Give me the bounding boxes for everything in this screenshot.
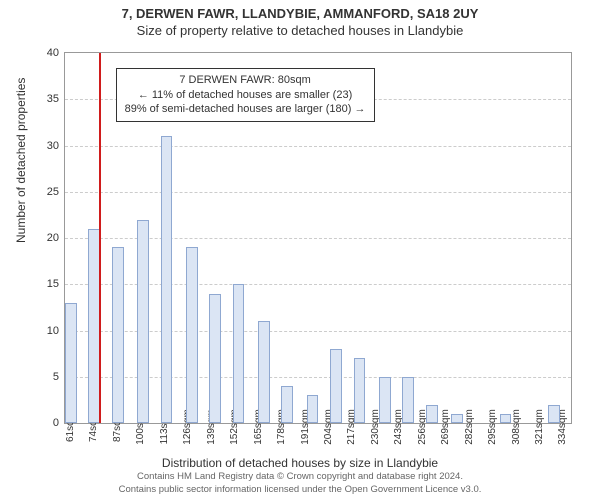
bar (137, 220, 149, 424)
y-tick: 25 (47, 186, 59, 198)
bar (379, 377, 391, 423)
bar (451, 414, 463, 423)
bar (281, 386, 293, 423)
callout-line1: 7 DERWEN FAWR: 80sqm (125, 73, 366, 88)
y-axis-label: Number of detached properties (14, 78, 28, 243)
y-tick: 30 (47, 140, 59, 152)
bar (209, 294, 221, 424)
callout-line2: ← 11% of detached houses are smaller (23… (125, 88, 366, 103)
bar (500, 414, 512, 423)
bar (186, 247, 198, 423)
bar (330, 349, 342, 423)
title-line2: Size of property relative to detached ho… (0, 23, 600, 38)
bar (233, 284, 245, 423)
marker-line (99, 53, 101, 423)
bar (426, 405, 438, 424)
x-axis-label: Distribution of detached houses by size … (0, 456, 600, 470)
y-tick: 20 (47, 232, 59, 244)
bar (402, 377, 414, 423)
bar (307, 395, 319, 423)
bar (258, 321, 270, 423)
y-tick: 40 (47, 47, 59, 59)
chart-wrapper: 7, DERWEN FAWR, LLANDYBIE, AMMANFORD, SA… (0, 0, 600, 500)
bar (161, 136, 173, 423)
callout-line3: 89% of semi-detached houses are larger (… (125, 102, 366, 117)
y-tick: 15 (47, 278, 59, 290)
y-tick: 0 (53, 417, 59, 429)
marker-callout: 7 DERWEN FAWR: 80sqm ← 11% of detached h… (116, 68, 375, 123)
footer-line1: Contains HM Land Registry data © Crown c… (0, 471, 600, 483)
footer-line2: Contains public sector information licen… (0, 484, 600, 496)
bar (548, 405, 560, 424)
bar (65, 303, 77, 423)
title-block: 7, DERWEN FAWR, LLANDYBIE, AMMANFORD, SA… (0, 0, 600, 38)
bar (112, 247, 124, 423)
y-tick: 10 (47, 325, 59, 337)
title-line1: 7, DERWEN FAWR, LLANDYBIE, AMMANFORD, SA… (0, 6, 600, 21)
chart-area: 7 DERWEN FAWR: 80sqm ← 11% of detached h… (64, 52, 572, 424)
y-tick: 35 (47, 93, 59, 105)
footer-attribution: Contains HM Land Registry data © Crown c… (0, 471, 600, 496)
bar (354, 358, 366, 423)
y-tick: 5 (53, 371, 59, 383)
